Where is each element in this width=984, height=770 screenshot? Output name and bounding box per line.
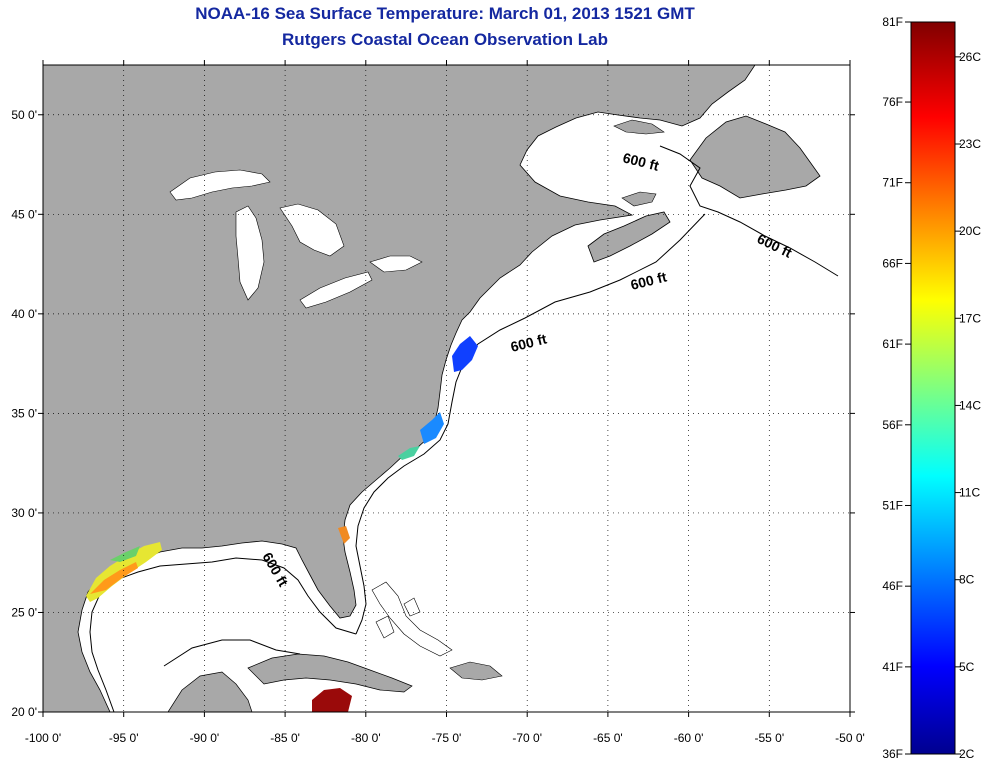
- colorbar-f-label: 51F: [882, 498, 903, 512]
- sst-florida-west: [338, 526, 350, 544]
- lon-tick-label: -100 0': [25, 731, 61, 745]
- colorbar-c-label: 26C: [959, 50, 981, 64]
- bahamas-small: [375, 597, 421, 639]
- great-lake-erie: [299, 271, 373, 309]
- colorbar: [910, 21, 956, 755]
- colorbar-celsius-labels: 26C 23C 20C 17C 14C 11C 8C 5C 2C: [955, 50, 981, 761]
- lon-tick-label: -65 0': [593, 731, 623, 745]
- bahamas-bank: [371, 581, 453, 657]
- lat-axis: 20 0' 25 0' 30 0' 35 0' 40 0' 45 0' 50 0': [11, 108, 855, 719]
- colorbar-fahrenheit-labels: 81F 76F 71F 66F 61F 56F 51F 46F 41F 36F: [882, 15, 911, 761]
- colorbar-c-label: 23C: [959, 137, 981, 151]
- colorbar-c-label: 5C: [959, 660, 975, 674]
- land-anticosti: [613, 119, 665, 135]
- colorbar-f-label: 76F: [882, 95, 903, 109]
- sst-gulf-texas-cool: [110, 546, 140, 562]
- colorbar-f-label: 36F: [882, 747, 903, 761]
- land-cuba: [247, 653, 413, 693]
- colorbar-c-label: 14C: [959, 398, 981, 412]
- colorbar-f-label: 56F: [882, 418, 903, 432]
- land-nova-scotia: [587, 211, 671, 263]
- sst-caribbean-warm: [312, 688, 352, 712]
- sst-gulf-texas-warm: [90, 562, 138, 594]
- land-hispaniola: [449, 661, 503, 681]
- colorbar-f-label: 81F: [882, 15, 903, 29]
- colorbar-f-label: 41F: [882, 660, 903, 674]
- colorbar-c-label: 17C: [959, 311, 981, 325]
- lon-axis: -100 0' -95 0' -90 0' -85 0' -80 0' -75 0' -70…: [25, 60, 865, 745]
- lon-tick-label: -70 0': [512, 731, 542, 745]
- isobath-600ft-gulf-basin: [163, 639, 301, 667]
- lon-tick-label: -80 0': [351, 731, 381, 745]
- lon-tick-label: -50 0': [835, 731, 865, 745]
- great-lake-ontario: [369, 255, 423, 273]
- colorbar-c-label: 11C: [959, 486, 980, 500]
- colorbar-c-label: 8C: [959, 573, 975, 587]
- lat-tick-label: 20 0': [11, 705, 37, 719]
- great-lake-superior: [169, 169, 271, 201]
- lat-tick-label: 50 0': [11, 108, 37, 122]
- sst-carolina: [420, 412, 444, 444]
- colorbar-f-label: 61F: [882, 337, 903, 351]
- lat-tick-label: 30 0': [11, 506, 37, 520]
- lon-tick-label: -55 0': [754, 731, 784, 745]
- map-subtitle: Rutgers Coastal Ocean Observation Lab: [282, 30, 608, 49]
- land-north-america: [43, 65, 756, 712]
- colorbar-c-label: 2C: [959, 747, 975, 761]
- lat-tick-label: 25 0': [11, 605, 37, 619]
- lon-tick-label: -90 0': [190, 731, 220, 745]
- sst-mid-atlantic: [452, 336, 478, 372]
- lon-tick-label: -60 0': [674, 731, 704, 745]
- lon-tick-label: -85 0': [270, 731, 300, 745]
- isobath-600ft: [89, 145, 839, 712]
- colorbar-f-label: 66F: [882, 256, 903, 270]
- sst-carolina-south: [398, 446, 420, 460]
- land-yucatan: [167, 671, 253, 712]
- lat-tick-label: 35 0': [11, 406, 37, 420]
- colorbar-c-label: 20C: [959, 224, 981, 238]
- map-title: NOAA-16 Sea Surface Temperature: March 0…: [195, 4, 695, 23]
- lat-tick-label: 40 0': [11, 307, 37, 321]
- land-pei: [621, 191, 657, 207]
- lon-tick-label: -75 0': [432, 731, 462, 745]
- colorbar-f-label: 71F: [882, 176, 903, 190]
- lat-tick-label: 45 0': [11, 207, 37, 221]
- colorbar-f-label: 46F: [882, 579, 903, 593]
- land-newfoundland: [689, 115, 821, 199]
- great-lake-huron: [279, 203, 345, 257]
- lon-tick-label: -95 0': [109, 731, 139, 745]
